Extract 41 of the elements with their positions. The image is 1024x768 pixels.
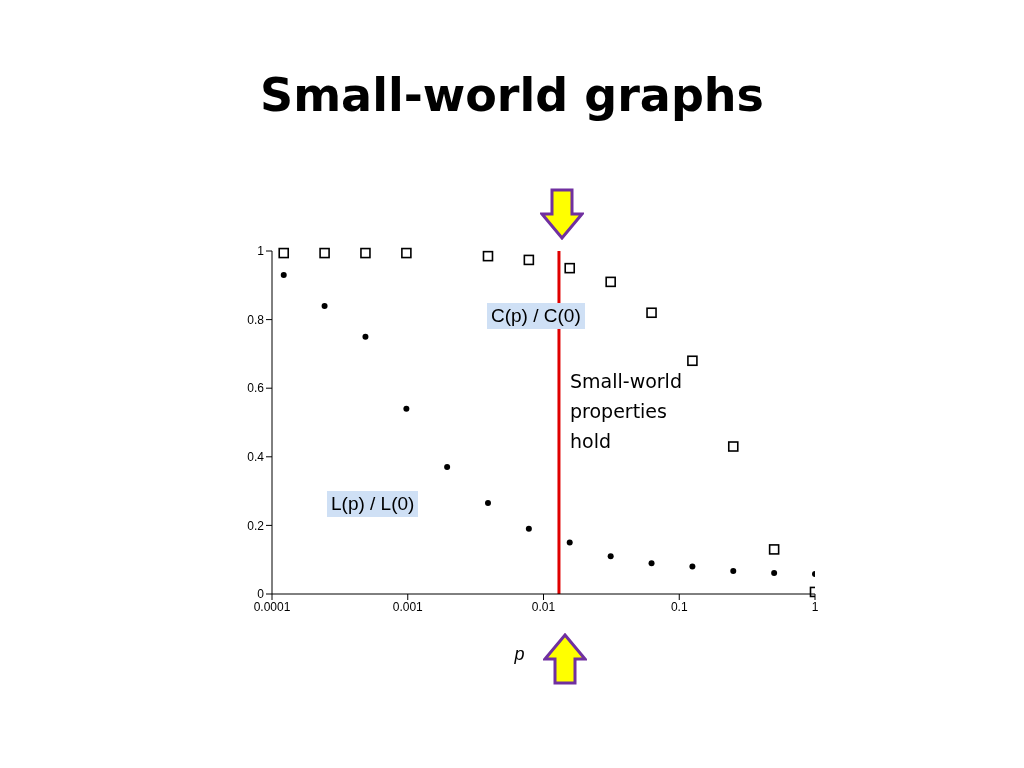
point (525, 525, 532, 532)
point (280, 272, 287, 279)
point (484, 500, 491, 507)
y-tick-label: 0.6 (247, 381, 265, 396)
point (278, 247, 290, 259)
y-tick-label: 0 (257, 587, 265, 602)
point (771, 570, 778, 577)
x-tick-label: 0.0001 (253, 599, 291, 614)
point (362, 333, 369, 340)
point (523, 254, 535, 266)
y-tick-label: 0.4 (247, 450, 265, 465)
point (768, 544, 780, 555)
text: L(p) / L(0) (327, 491, 419, 517)
point (401, 247, 412, 259)
point (360, 247, 371, 259)
y-tick-label: 0.8 (247, 312, 265, 327)
x-tick-label: 0.001 (392, 599, 424, 614)
annotation: Small-world properties hold (570, 369, 683, 454)
point (646, 307, 657, 319)
x-tick-label: 0.1 (670, 599, 688, 614)
point (689, 563, 696, 570)
y-tick-label: 1 (257, 244, 265, 259)
point (648, 560, 655, 567)
point (687, 355, 698, 367)
point (727, 441, 739, 452)
series-label: C(p) / C(0) (487, 303, 585, 329)
x-tick-label: 0.01 (531, 599, 556, 614)
point (564, 262, 576, 274)
point (730, 568, 737, 575)
x-tick-label: 1 (811, 599, 819, 614)
y-tick-label: 0.2 (247, 518, 265, 533)
chart-title: Small-world graphs (259, 68, 765, 122)
point (607, 553, 614, 560)
point (321, 302, 328, 309)
point (319, 247, 330, 259)
point (566, 539, 573, 546)
point (403, 405, 410, 412)
point (482, 250, 494, 262)
point (444, 464, 451, 471)
point (605, 276, 616, 288)
x-axis-title: p (513, 644, 525, 664)
